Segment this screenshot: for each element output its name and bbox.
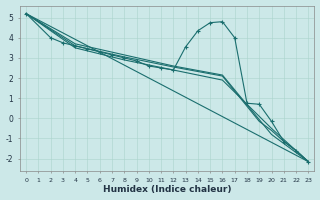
X-axis label: Humidex (Indice chaleur): Humidex (Indice chaleur) (103, 185, 231, 194)
